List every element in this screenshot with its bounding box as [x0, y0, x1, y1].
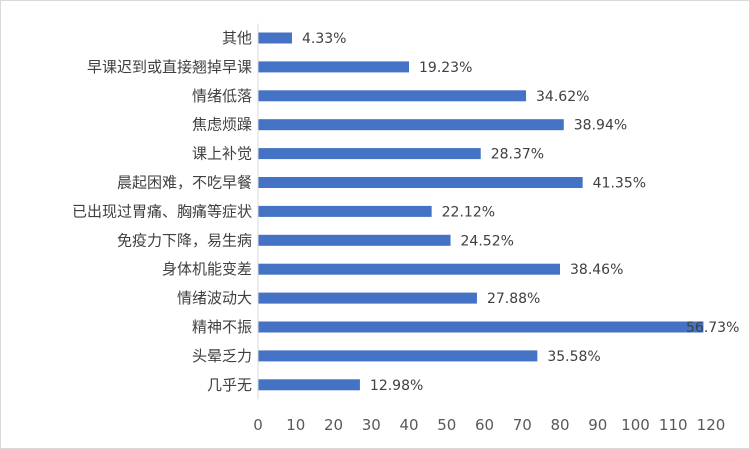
bar: [258, 177, 583, 188]
category-label: 头晕乏力: [192, 347, 252, 365]
category-label: 早课迟到或直接翘掉早课: [87, 58, 252, 76]
x-tick-label: 0: [253, 416, 263, 434]
x-tick-label: 50: [437, 416, 456, 434]
category-label: 免疫力下降，易生病: [117, 231, 252, 249]
bar: [258, 119, 564, 131]
category-labels-group: 其他早课迟到或直接翘掉早课情绪低落焦虑烦躁课上补觉晨起困难，不吃早餐已出现过胃痛…: [72, 29, 252, 394]
bar: [258, 61, 409, 73]
data-label: 22.12%: [442, 204, 495, 220]
x-tick-label: 80: [550, 416, 569, 434]
category-label: 焦虑烦躁: [192, 116, 252, 134]
data-label: 4.33%: [302, 31, 346, 47]
category-label: 精神不振: [192, 318, 252, 336]
bar: [258, 205, 432, 217]
category-label: 已出现过胃痛、胸痛等症状: [72, 202, 252, 220]
category-label: 身体机能变差: [162, 260, 252, 278]
bar: [258, 263, 560, 275]
data-label: 56.73%: [686, 320, 739, 336]
x-tick-label: 100: [621, 416, 650, 434]
data-label: 12.98%: [370, 378, 423, 394]
category-label: 情绪低落: [192, 87, 252, 105]
x-tick-label: 10: [286, 416, 305, 434]
data-label: 27.88%: [487, 291, 540, 307]
x-tick-label: 70: [513, 416, 532, 434]
category-label: 其他: [222, 29, 252, 47]
data-label: 41.35%: [593, 176, 646, 192]
bar: [258, 321, 704, 333]
data-label: 35.58%: [547, 349, 600, 365]
value-labels-group: 4.33% 19.23% 34.62% 38.94% 28.37% 41.35% 22.12…: [302, 31, 739, 394]
bar: [258, 90, 527, 102]
category-label: 课上补觉: [192, 145, 252, 163]
data-label: 34.62%: [536, 89, 589, 105]
category-label: 晨起困难，不吃早餐: [117, 174, 252, 192]
x-tick-labels-group: 0 10 20 30 40 50 60 70 80 90 100 110 120: [253, 416, 725, 434]
bar: [258, 32, 292, 44]
category-label: 几乎无: [207, 376, 252, 394]
x-tick-label: 120: [697, 416, 726, 434]
x-tick-label: 60: [475, 416, 494, 434]
bar: [258, 234, 451, 246]
data-label: 19.23%: [419, 60, 472, 76]
category-label: 情绪波动大: [177, 289, 252, 307]
x-tick-label: 110: [659, 416, 688, 434]
bar: [258, 379, 360, 391]
data-label: 38.94%: [574, 118, 627, 134]
bar: [258, 292, 477, 304]
bar: [258, 148, 481, 160]
x-tick-label: 40: [399, 416, 418, 434]
data-label: 24.52%: [461, 233, 514, 249]
data-label: 28.37%: [491, 147, 544, 163]
x-tick-label: 20: [324, 416, 343, 434]
x-tick-label: 90: [588, 416, 607, 434]
bars-group: [258, 32, 704, 391]
data-label: 38.46%: [570, 262, 623, 278]
x-tick-label: 30: [362, 416, 381, 434]
bar: [258, 350, 538, 362]
